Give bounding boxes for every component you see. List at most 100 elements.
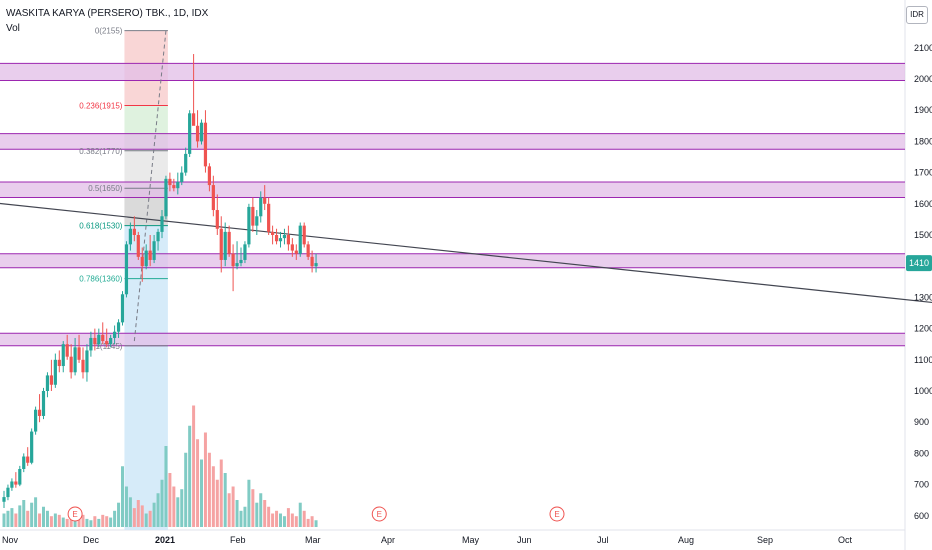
x-tick-label: Oct: [838, 535, 853, 545]
candle-body: [128, 228, 132, 245]
candle-body: [93, 337, 97, 345]
zone-1-fill: [0, 133, 905, 150]
candle-body: [18, 469, 22, 485]
trendline[interactable]: [0, 202, 932, 319]
candle-body: [184, 153, 188, 173]
volume-bar: [223, 473, 227, 527]
candle-body: [164, 178, 168, 217]
volume-bar: [121, 466, 124, 527]
volume-bar: [294, 516, 298, 527]
candle-body: [41, 391, 46, 416]
candle-body: [180, 172, 184, 182]
volume-bar: [18, 505, 22, 527]
volume-bar: [42, 506, 45, 527]
candle-body: [294, 250, 298, 254]
candle-body: [37, 409, 42, 416]
volume-bar: [22, 500, 26, 527]
currency-badge: IDR: [906, 6, 928, 24]
candle-body: [26, 456, 30, 463]
y-tick-label: 1500: [914, 230, 932, 240]
volume-bar: [109, 517, 113, 527]
candle-body: [53, 359, 57, 385]
volume-bar: [144, 513, 148, 527]
candle-body: [81, 359, 85, 373]
volume-indicator-label[interactable]: Vol: [6, 23, 20, 34]
last-price-tag[interactable]: [906, 255, 932, 272]
candle-body: [22, 456, 26, 469]
volume-bar: [30, 502, 34, 527]
candle-body: [302, 225, 306, 245]
volume-bar: [290, 513, 294, 527]
x-tick-label: Dec: [83, 535, 100, 545]
candle-body: [136, 235, 140, 257]
candle-body: [227, 231, 231, 254]
candle-body: [77, 347, 81, 360]
y-tick-label: 1600: [914, 199, 932, 209]
x-tick-label: Nov: [2, 535, 19, 545]
candle-body: [85, 350, 89, 373]
volume-bar: [93, 516, 97, 527]
volume-bar: [255, 502, 259, 527]
volume-bar: [164, 446, 168, 527]
volume-bar: [168, 473, 172, 527]
candle-body: [251, 206, 255, 226]
x-tick-label: Jun: [517, 535, 532, 545]
time-axis[interactable]: Nov Dec 2021 Feb Mar Apr May Jun Jul Aug Sep Oct: [2, 535, 853, 545]
symbol-title[interactable]: WASKITA KARYA (PERSERO) TBK., 1D, IDX: [6, 8, 209, 19]
volume-bar: [124, 486, 128, 527]
candle-body: [207, 166, 211, 186]
candle-body: [274, 235, 279, 242]
candle-body: [282, 235, 287, 239]
earnings-marker-1[interactable]: [371, 506, 387, 522]
volume-bar: [235, 500, 239, 527]
zone-2-fill: [0, 181, 905, 198]
candle-body: [73, 347, 77, 373]
candle-body: [148, 250, 152, 260]
candle-body: [140, 256, 144, 267]
earnings-marker-2[interactable]: [549, 506, 565, 522]
candle-body: [188, 113, 192, 154]
y-tick-label: 2000: [914, 74, 932, 84]
candle-body: [172, 185, 176, 189]
x-tick-label: 2021: [155, 535, 175, 545]
y-tick-label: 1900: [914, 105, 932, 115]
volume-bar: [85, 518, 89, 527]
price-axis[interactable]: 6007008009001000110012001300140015001600…: [906, 43, 932, 521]
candle-body: [69, 356, 73, 373]
volume-bar: [275, 510, 279, 527]
y-tick-label: 1300: [914, 292, 932, 302]
earnings-marker-0[interactable]: [67, 506, 83, 522]
x-tick-label: Sep: [757, 535, 773, 545]
candle-body: [14, 481, 18, 485]
volume-bar: [136, 500, 140, 527]
candle-body: [215, 210, 219, 229]
candle-body: [30, 431, 34, 463]
volume-bar: [10, 508, 14, 527]
volume-bar: [6, 510, 10, 527]
volume-bar: [286, 508, 290, 527]
candle-body: [97, 334, 101, 345]
candle-body: [168, 178, 172, 186]
candle-body: [113, 331, 117, 338]
volume-bar: [271, 513, 275, 527]
volume-bar: [38, 513, 42, 527]
y-tick-label: 1000: [914, 386, 932, 396]
support-resistance-zones[interactable]: [0, 62, 905, 347]
fib-label-2: 0.382(1770): [79, 147, 122, 156]
volume-bar: [239, 510, 243, 527]
candle-body: [10, 481, 14, 488]
volume-bar: [231, 486, 235, 527]
fib-retracement-levels[interactable]: 0(2155) 0.236(1915) 0.382(1770) 0.5(1650) 0.…: [79, 27, 168, 351]
volume-bar: [196, 439, 200, 527]
volume-bar: [282, 516, 286, 527]
volume-bar: [45, 510, 49, 527]
candle-body: [243, 244, 247, 260]
y-tick-label: 700: [914, 480, 929, 490]
candle-body: [89, 337, 93, 351]
candlesticks: [2, 54, 318, 508]
trendline-line: [0, 202, 932, 304]
candle-body: [286, 235, 290, 245]
x-tick-label: Mar: [305, 535, 321, 545]
